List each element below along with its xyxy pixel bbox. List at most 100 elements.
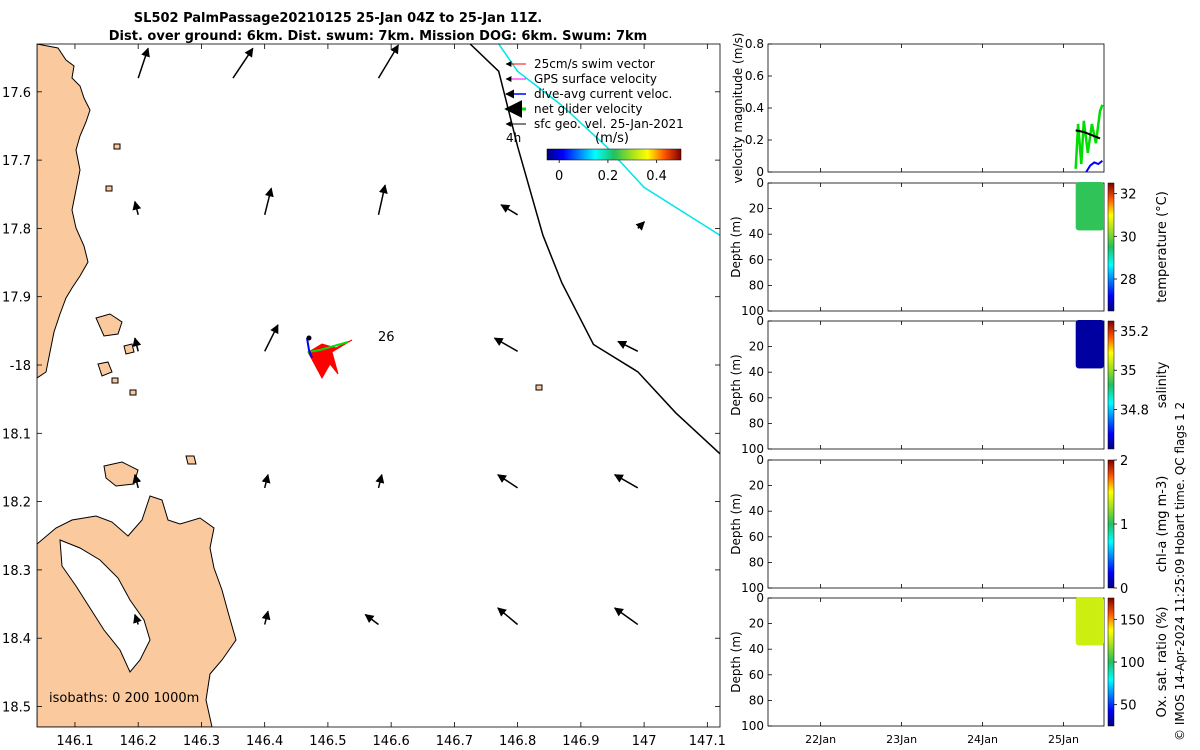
island-9 [111,377,119,384]
legend-sfc-geo-label: sfc geo. vel. 25-Jan-2021 [534,117,684,131]
current-vector-arrow [377,184,388,215]
current-vector-arrow [617,340,639,352]
profile-data-block [1075,182,1104,231]
panel-3: 0 20 40 60 80 100 Depth (m) 34.8 35 35.2 salinity [729,314,1170,456]
panel-colorbar-tick-label: 35 [1120,364,1137,379]
map-x-axis: 146.1 146.2 146.3 146.4 146.5 146.6 146.7 146.8… [56,44,726,749]
panel-colorbar-tick-label: 30 [1120,230,1137,245]
panel-y-tick-label: 0 [756,453,764,467]
legend-gps-velocity-label: GPS surface velocity [534,72,657,86]
panel-colorbar [1107,320,1115,450]
panel-frame [767,320,1105,450]
panel-y-tick-label: 40 [749,227,764,241]
current-vector-arrow [500,204,518,216]
isobaths-label: isobaths: 0 200 1000m [49,691,199,706]
current-vector-arrow [261,610,271,625]
island-7 [105,185,113,192]
panel-y-label: Depth (m) [729,354,743,415]
legend-net-glider-label: net glider velocity [534,102,642,116]
panel-x-tick-label: 24Jan [967,733,998,746]
current-vector-arrow [263,187,274,215]
map-y-tick-label: 17.8 [2,222,31,237]
map-x-tick-label: 146.9 [562,734,599,749]
net-glider-velocity-path [307,341,349,353]
panel-colorbar-label: salinity [1155,361,1170,408]
panel-y-tick-label: 0.8 [745,37,764,51]
panel-frame [767,597,1105,727]
map-y-tick-label: 18.4 [2,632,31,647]
panel-y-tick-label: 0 [756,165,764,179]
panel-colorbar-tick-label: 28 [1120,273,1137,288]
current-vector-arrow [493,337,518,352]
panel-colorbar [1107,597,1115,727]
panel-colorbar [1107,182,1115,312]
panel-y-tick-label: 100 [741,442,764,456]
panel-colorbar-tick-label: 2 [1120,454,1128,469]
panel-y-tick-label: 80 [749,693,764,707]
panel-colorbar-tick-label: 100 [1120,656,1145,671]
map-y-axis: 17.6 17.7 17.8 17.9 -18 18.1 18.2 18.3 18.4 18.5 [2,86,720,716]
map-y-tick-label: -18 [10,359,31,374]
map-x-tick-label: 146.6 [373,734,410,749]
panel-colorbar-label: temperature (°C) [1155,191,1170,303]
panel-y-tick-label: 100 [741,304,764,318]
island-5 [185,455,197,465]
panel-y-tick-label: 0.6 [745,69,764,83]
series-net_glider [1074,104,1104,169]
current-vector-arrow [375,473,385,489]
profile-data-block [1075,597,1104,646]
current-vector-arrow [137,47,150,79]
footer-credit: © IMOS 14-Apr-2024 11:25:09 Hobart time.… [1173,402,1187,741]
panel-y-tick-label: 20 [749,340,764,354]
panel-y-tick-label: 40 [749,365,764,379]
map-legend: 25cm/s swim vector GPS surface velocity … [504,57,684,184]
panel-y-tick-label: 40 [749,504,764,518]
day-annotation: 26 [378,330,395,345]
panel-x-tick-label: 25Jan [1048,733,1079,746]
map-colorbar-tick-label: 0.4 [646,169,667,184]
panel-y-tick-label: 0 [756,314,764,328]
panel-colorbar-tick-label: 34.8 [1120,404,1149,419]
current-vector-arrow [635,221,646,231]
map-y-tick-label: 17.9 [2,291,31,306]
map-colorbar [546,148,682,161]
glider-start-marker [306,335,312,341]
island-2 [95,313,123,337]
current-vector-arrow [132,337,142,352]
current-vector-arrow [232,47,254,79]
map-panel: 146.1 146.2 146.3 146.4 146.5 146.6 146.7 146.8… [2,43,726,749]
isobath-1000m-line [469,44,720,455]
panel-y-tick-label: 100 [741,581,764,595]
panel-colorbar [1107,459,1115,589]
mainland-coast-north [37,44,91,379]
current-vector-arrow [261,473,271,489]
island-4 [123,343,135,355]
island-10 [129,389,137,396]
panel-y-tick-label: 20 [749,202,764,216]
current-vector-arrow [264,324,279,352]
panel-y-tick-label: 60 [749,530,764,544]
glider-vector-fan [306,335,353,380]
island-8 [113,143,121,150]
map-y-tick-label: 18.3 [2,564,31,579]
map-colorbar-tick-label: 0.2 [598,169,619,184]
map-colorbar-ticks: 0 0.2 0.4 [555,160,667,184]
legend-swim-vector-label: 25cm/s swim vector [534,57,655,71]
island-3 [97,361,113,377]
map-y-tick-label: 18.2 [2,496,31,511]
map-y-tick-label: 18.1 [2,427,31,442]
panel-y-tick-label: 0.4 [745,101,764,115]
map-y-tick-label: 17.6 [2,86,31,101]
hinchinbrook-channel [59,539,151,673]
current-vector-arrow [497,474,519,489]
island-1 [103,461,139,487]
map-colorbar-tick-label: 0 [555,169,563,184]
panel-colorbar-tick-label: 150 [1120,613,1145,628]
panel-y-tick-label: 60 [749,391,764,405]
current-vector-arrow [364,613,379,626]
panel-y-tick-label: 100 [741,719,764,733]
hours-annotation: 4h [506,131,521,145]
